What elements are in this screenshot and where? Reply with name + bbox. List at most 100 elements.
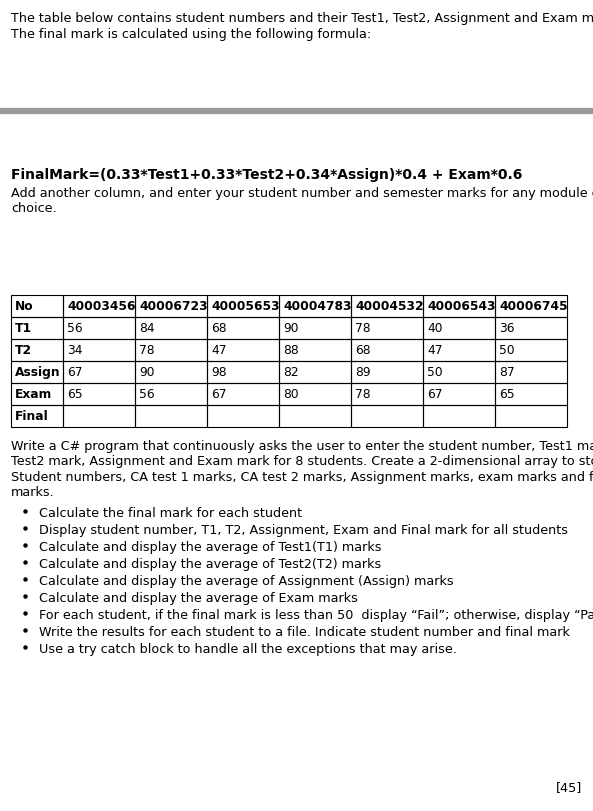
Text: Assign: Assign: [15, 366, 60, 379]
Text: Calculate and display the average of Test2(T2) marks: Calculate and display the average of Tes…: [39, 557, 381, 570]
Text: 50: 50: [427, 366, 442, 379]
Bar: [135, 362, 207, 384]
Bar: [135, 318, 207, 340]
Text: Calculate and display the average of Test1(T1) marks: Calculate and display the average of Tes…: [39, 540, 381, 553]
Bar: [279, 384, 351, 406]
Text: Final: Final: [15, 410, 49, 423]
Bar: [207, 406, 279, 427]
Text: 89: 89: [355, 366, 371, 379]
Text: 67: 67: [211, 388, 227, 401]
Text: The final mark is calculated using the following formula:: The final mark is calculated using the f…: [11, 28, 371, 41]
Text: 88: 88: [283, 344, 299, 357]
Bar: [351, 384, 423, 406]
Text: 50: 50: [499, 344, 515, 357]
Bar: [279, 340, 351, 362]
Text: Display student number, T1, T2, Assignment, Exam and Final mark for all students: Display student number, T1, T2, Assignme…: [39, 523, 568, 536]
Bar: [351, 340, 423, 362]
Bar: [495, 406, 567, 427]
Text: 67: 67: [67, 366, 82, 379]
Bar: [423, 406, 495, 427]
Text: 80: 80: [283, 388, 299, 401]
Bar: [423, 384, 495, 406]
Text: 40006745: 40006745: [499, 300, 568, 313]
Text: 47: 47: [427, 344, 442, 357]
Bar: [207, 384, 279, 406]
Text: For each student, if the final mark is less than 50  display “Fail”; otherwise, : For each student, if the final mark is l…: [39, 608, 593, 621]
Bar: [135, 296, 207, 318]
Text: 34: 34: [67, 344, 82, 357]
Bar: [207, 318, 279, 340]
Bar: [495, 318, 567, 340]
Bar: [11, 384, 63, 406]
Bar: [423, 296, 495, 318]
Text: Calculate and display the average of Exam marks: Calculate and display the average of Exa…: [39, 591, 358, 604]
Text: 78: 78: [355, 322, 371, 335]
Text: Use a try catch block to handle all the exceptions that may arise.: Use a try catch block to handle all the …: [39, 642, 457, 655]
Bar: [423, 362, 495, 384]
Text: 40006723: 40006723: [139, 300, 208, 313]
Text: 40005653: 40005653: [211, 300, 280, 313]
Text: Student numbers, CA test 1 marks, CA test 2 marks, Assignment marks, exam marks : Student numbers, CA test 1 marks, CA tes…: [11, 470, 593, 483]
Text: FinalMark=(0.33*Test1+0.33*Test2+0.34*Assign)*0.4 + Exam*0.6: FinalMark=(0.33*Test1+0.33*Test2+0.34*As…: [11, 168, 522, 182]
Bar: [11, 296, 63, 318]
Bar: [63, 384, 135, 406]
Bar: [63, 362, 135, 384]
Text: 98: 98: [211, 366, 227, 379]
Bar: [63, 340, 135, 362]
Text: 40006543: 40006543: [427, 300, 496, 313]
Text: 47: 47: [211, 344, 227, 357]
Bar: [63, 318, 135, 340]
Bar: [495, 384, 567, 406]
Bar: [11, 362, 63, 384]
Bar: [495, 296, 567, 318]
Text: 87: 87: [499, 366, 515, 379]
Text: marks.: marks.: [11, 486, 55, 499]
Text: Calculate the final mark for each student: Calculate the final mark for each studen…: [39, 506, 302, 519]
Text: 84: 84: [139, 322, 155, 335]
Text: Add another column, and enter your student number and semester marks for any mod: Add another column, and enter your stude…: [11, 187, 593, 200]
Bar: [351, 406, 423, 427]
Bar: [495, 340, 567, 362]
Text: 40003456: 40003456: [67, 300, 135, 313]
Bar: [423, 340, 495, 362]
Bar: [63, 406, 135, 427]
Bar: [135, 340, 207, 362]
Bar: [135, 406, 207, 427]
Bar: [11, 318, 63, 340]
Text: 40004532: 40004532: [355, 300, 423, 313]
Text: T2: T2: [15, 344, 32, 357]
Text: 67: 67: [427, 388, 442, 401]
Text: Write a C# program that continuously asks the user to enter the student number, : Write a C# program that continuously ask…: [11, 440, 593, 453]
Text: 36: 36: [499, 322, 515, 335]
Text: 82: 82: [283, 366, 299, 379]
Text: 40004783: 40004783: [283, 300, 352, 313]
Bar: [279, 296, 351, 318]
Text: T1: T1: [15, 322, 32, 335]
Text: 78: 78: [139, 344, 155, 357]
Bar: [207, 296, 279, 318]
Text: 56: 56: [67, 322, 82, 335]
Text: The table below contains student numbers and their Test1, Test2, Assignment and : The table below contains student numbers…: [11, 12, 593, 25]
Text: No: No: [15, 300, 34, 313]
Text: 90: 90: [139, 366, 155, 379]
Bar: [495, 362, 567, 384]
Text: 68: 68: [355, 344, 371, 357]
Bar: [423, 318, 495, 340]
Text: 68: 68: [211, 322, 227, 335]
Bar: [11, 406, 63, 427]
Bar: [279, 406, 351, 427]
Bar: [279, 362, 351, 384]
Text: 56: 56: [139, 388, 155, 401]
Text: choice.: choice.: [11, 202, 56, 215]
Text: Test2 mark, Assignment and Exam mark for 8 students. Create a 2-dimensional arra: Test2 mark, Assignment and Exam mark for…: [11, 455, 593, 468]
Bar: [63, 296, 135, 318]
Text: 65: 65: [67, 388, 82, 401]
Bar: [207, 340, 279, 362]
Text: Exam: Exam: [15, 388, 52, 401]
Text: 65: 65: [499, 388, 515, 401]
Text: 78: 78: [355, 388, 371, 401]
Bar: [279, 318, 351, 340]
Bar: [351, 362, 423, 384]
Text: Write the results for each student to a file. Indicate student number and final : Write the results for each student to a …: [39, 625, 570, 638]
Text: 40: 40: [427, 322, 442, 335]
